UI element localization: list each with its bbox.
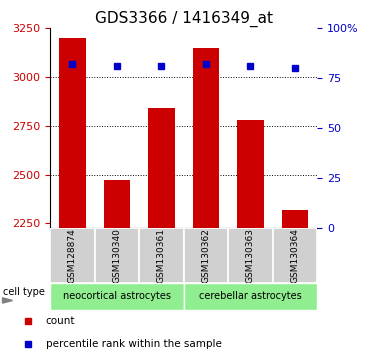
Text: GSM130361: GSM130361	[157, 228, 166, 283]
Text: GSM130364: GSM130364	[290, 228, 299, 283]
Title: GDS3366 / 1416349_at: GDS3366 / 1416349_at	[95, 11, 273, 27]
Bar	[95, 228, 139, 283]
Bar	[59, 38, 86, 228]
Text: percentile rank within the sample: percentile rank within the sample	[46, 339, 221, 349]
Bar	[228, 228, 273, 283]
Text: neocortical astrocytes: neocortical astrocytes	[63, 291, 171, 302]
Bar	[282, 210, 308, 228]
Bar	[50, 283, 184, 310]
Text: cell type: cell type	[3, 287, 45, 297]
Bar	[193, 48, 219, 228]
Bar	[139, 228, 184, 283]
Bar	[184, 228, 228, 283]
Bar	[237, 120, 264, 228]
Text: GSM128874: GSM128874	[68, 228, 77, 283]
Bar	[148, 108, 175, 228]
Bar	[104, 179, 130, 228]
Text: GSM130340: GSM130340	[112, 228, 121, 283]
Bar	[184, 283, 317, 310]
Text: GSM130363: GSM130363	[246, 228, 255, 283]
Bar	[50, 228, 95, 283]
Bar	[273, 228, 317, 283]
Polygon shape	[3, 298, 13, 303]
Text: count: count	[46, 316, 75, 326]
Text: GSM130362: GSM130362	[201, 228, 210, 283]
Text: cerebellar astrocytes: cerebellar astrocytes	[199, 291, 302, 302]
